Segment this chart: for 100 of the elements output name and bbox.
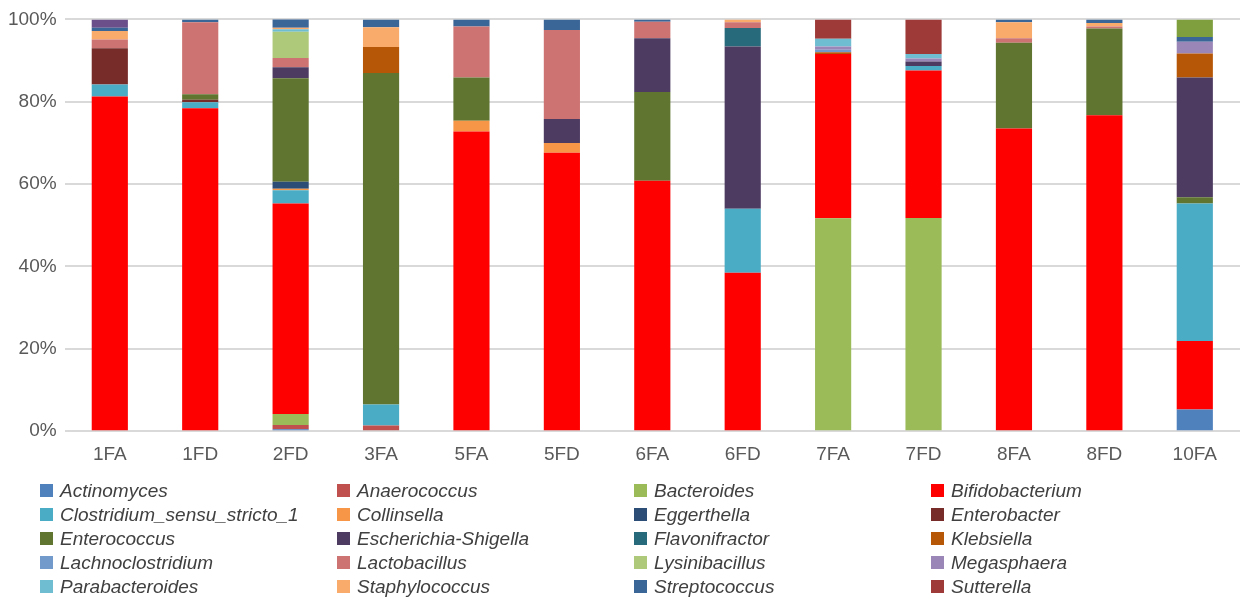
bar xyxy=(905,217,942,431)
bar xyxy=(1176,341,1213,410)
x-tick-label: 5FA xyxy=(454,442,489,464)
bar xyxy=(1176,203,1213,342)
bar xyxy=(453,26,490,78)
bar xyxy=(362,72,400,405)
bar xyxy=(91,48,128,85)
y-tick-label: 20% xyxy=(18,337,57,359)
bar xyxy=(1176,409,1213,431)
bar xyxy=(362,404,400,426)
bar xyxy=(995,128,1033,431)
legend-label: Actinomyces xyxy=(60,479,168,502)
legend-label: Lachnoclostridium xyxy=(60,551,214,574)
bar xyxy=(362,27,400,47)
x-tick-label: 6FD xyxy=(724,442,761,464)
x-tick-label: 1FA xyxy=(92,442,128,464)
x-tick-label: 8FA xyxy=(997,442,1032,464)
bar xyxy=(995,22,1033,39)
bar xyxy=(634,180,671,431)
y-tick-label: 40% xyxy=(18,254,57,276)
bar xyxy=(272,31,309,59)
bar xyxy=(272,203,309,414)
x-tick-label: 6FA xyxy=(635,442,670,464)
y-tick-label: 80% xyxy=(18,89,57,111)
bar xyxy=(815,218,852,431)
x-tick-label: 1FD xyxy=(182,442,219,464)
bar xyxy=(815,53,852,219)
bar xyxy=(995,42,1033,129)
bar xyxy=(543,152,580,431)
bar xyxy=(905,53,942,59)
bar xyxy=(453,131,490,431)
bar xyxy=(1176,197,1213,204)
bar xyxy=(1176,53,1213,78)
bar xyxy=(91,27,128,31)
legend-label: Collinsella xyxy=(357,503,444,526)
bar xyxy=(1176,19,1213,38)
bar xyxy=(724,208,761,273)
legend-label: Lactobacillus xyxy=(357,551,467,574)
bar xyxy=(182,22,219,95)
legend-label: Clostridium_sensu_stricto_1 xyxy=(60,503,299,526)
bar xyxy=(272,425,309,430)
bar xyxy=(724,22,761,29)
y-tick-label: 100% xyxy=(7,7,57,29)
bar xyxy=(272,190,309,204)
bar xyxy=(272,181,309,189)
bar xyxy=(905,65,942,71)
legend-label: Enterococcus xyxy=(60,527,176,550)
bar xyxy=(272,67,309,79)
legend-label: Eggerthella xyxy=(654,503,751,526)
legend-label: Streptococcus xyxy=(654,575,775,598)
bar xyxy=(272,78,309,182)
legend-label: Bifidobacterium xyxy=(951,479,1082,502)
bar xyxy=(91,84,128,97)
x-tick-label: 8FD xyxy=(1086,442,1123,464)
bar xyxy=(91,96,128,431)
legend-label: Megasphaera xyxy=(951,551,1068,574)
y-tick-label: 60% xyxy=(18,172,57,194)
bar xyxy=(905,61,942,66)
bar xyxy=(1086,115,1123,431)
bar xyxy=(724,46,761,209)
bar xyxy=(91,39,128,49)
bar xyxy=(453,77,490,121)
bar xyxy=(634,21,671,39)
bar xyxy=(362,46,400,73)
legend-label: Escherichia-Shigella xyxy=(357,527,530,550)
legend-label: Staphylococcus xyxy=(357,575,491,598)
bar xyxy=(182,102,219,109)
bar xyxy=(905,70,942,218)
legend-label: Flavonifractor xyxy=(654,527,770,550)
bar xyxy=(905,19,942,54)
bar xyxy=(724,28,761,47)
bar xyxy=(272,58,309,68)
bar xyxy=(634,38,671,92)
bar xyxy=(182,94,219,100)
x-tick-label: 3FA xyxy=(364,442,399,464)
bar xyxy=(724,272,761,431)
bar xyxy=(543,30,580,120)
legend-label: Lysinibacillus xyxy=(654,551,766,574)
bar xyxy=(815,19,852,39)
bar xyxy=(815,38,852,47)
bar xyxy=(1086,28,1123,116)
bar xyxy=(543,142,580,153)
bar xyxy=(91,19,128,28)
bar xyxy=(543,19,580,31)
bar xyxy=(1176,77,1213,198)
bar xyxy=(634,91,671,181)
x-tick-label: 2FD xyxy=(272,442,309,464)
x-tick-label: 7FD xyxy=(905,442,942,464)
bar xyxy=(272,19,309,28)
legend-label: Klebsiella xyxy=(951,527,1033,550)
x-tick-label: 10FA xyxy=(1172,442,1218,464)
legend-label: Parabacteroides xyxy=(60,575,199,598)
legend-label: Bacteroides xyxy=(654,479,755,502)
legend-label: Anaerococcus xyxy=(357,479,478,502)
bar xyxy=(362,425,400,431)
y-tick-label: 0% xyxy=(29,419,57,441)
bar xyxy=(995,38,1033,43)
legend-label: Enterobacter xyxy=(951,503,1060,526)
bar xyxy=(453,120,490,132)
legend-label: Sutterella xyxy=(951,575,1032,598)
